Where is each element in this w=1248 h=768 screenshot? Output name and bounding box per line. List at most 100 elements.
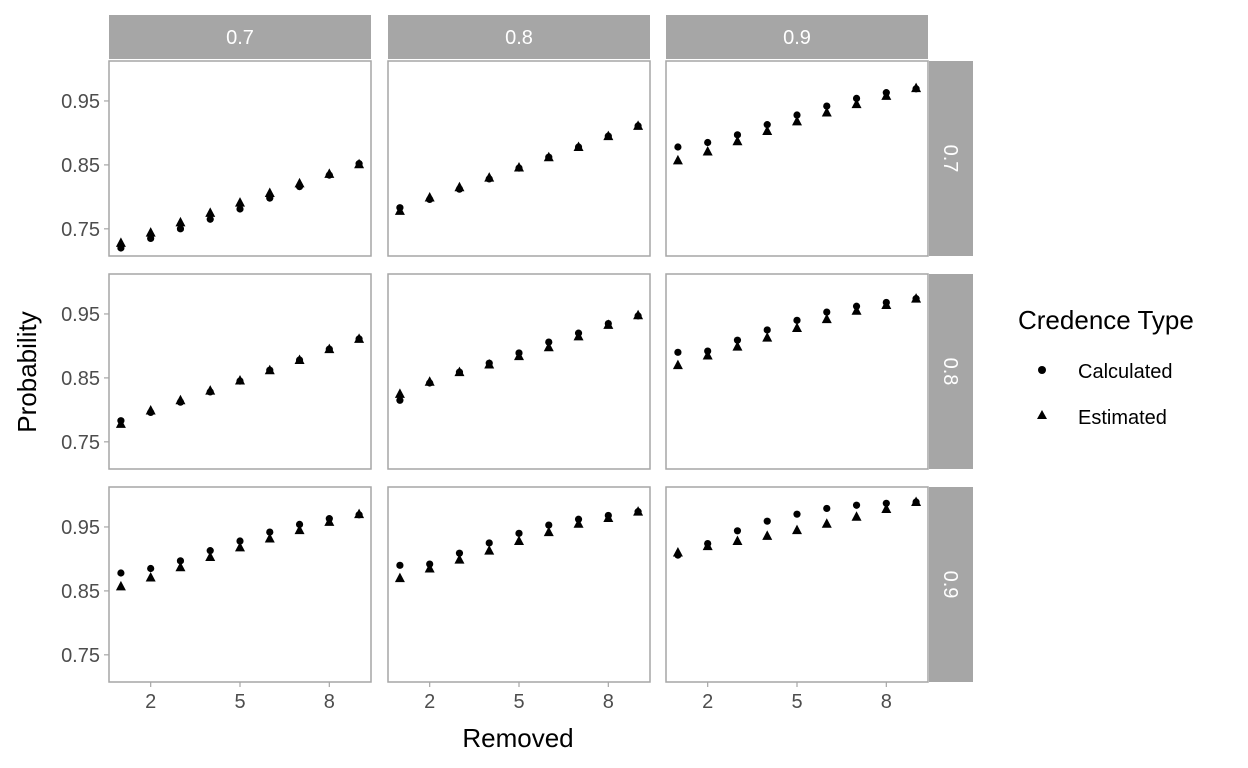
strip-right-2 [929, 487, 973, 682]
y-tick-label: 0.85 [61, 581, 100, 603]
point-estimated [672, 154, 683, 165]
point-calculated [266, 528, 274, 536]
point-estimated [264, 532, 275, 543]
y-axis: 0.75 0.85 0.95 0.75 0.85 0.95 0.75 0.85 0.95 [61, 91, 109, 667]
point-estimated [175, 561, 186, 572]
point-calculated [206, 547, 214, 555]
point-estimated [762, 125, 773, 136]
point-calculated [733, 527, 742, 535]
strip-top-label-2: 0.9 [783, 27, 811, 49]
point-calculated [882, 298, 890, 307]
point-calculated [704, 347, 712, 355]
strip-right-label-2: 0.9 [939, 571, 961, 599]
point-calculated [396, 396, 404, 404]
strip-right-0 [929, 61, 973, 256]
y-tick-label: 0.85 [61, 155, 100, 177]
legend: Credence Type Calculated Estimated [1018, 305, 1194, 429]
point-estimated [821, 518, 832, 528]
point-estimated [762, 332, 773, 342]
point-calculated [515, 529, 523, 537]
x-tick-label: 8 [603, 691, 614, 713]
panel-border [387, 60, 651, 257]
strip-top-1 [388, 15, 650, 59]
strip-top-0 [109, 15, 371, 59]
point-estimated [235, 197, 245, 207]
point-estimated [732, 535, 743, 546]
y-tick-label: 0.85 [61, 368, 100, 390]
point-calculated [325, 515, 333, 523]
point-calculated [882, 499, 890, 507]
legend-key-calculated [1038, 366, 1046, 374]
x-tick-label: 8 [324, 691, 335, 713]
point-estimated [484, 545, 495, 555]
point-calculated [763, 121, 771, 129]
y-axis-title: Probability [12, 311, 42, 432]
point-calculated [266, 366, 274, 374]
panel-border [108, 60, 372, 257]
point-estimated [145, 571, 156, 582]
point-calculated [147, 408, 155, 417]
point-calculated [355, 160, 363, 168]
point-calculated [852, 302, 861, 310]
panel-0.7-0.8 [108, 273, 372, 470]
point-estimated [175, 216, 186, 227]
point-estimated [732, 341, 743, 351]
point-calculated [426, 195, 434, 204]
point-calculated [604, 319, 612, 328]
point-estimated [821, 313, 832, 324]
point-calculated [455, 185, 464, 193]
point-calculated [733, 131, 742, 139]
point-calculated [674, 551, 682, 559]
point-estimated [115, 237, 126, 247]
x-tick-label: 8 [881, 691, 892, 713]
point-calculated [117, 417, 125, 425]
facet-strips: 0.7 0.8 0.9 0.7 0.8 0.9 [109, 15, 973, 682]
point-estimated [205, 207, 216, 217]
strip-top-label-1: 0.8 [505, 27, 533, 49]
point-calculated [396, 204, 404, 212]
x-tick-label: 5 [234, 691, 245, 713]
point-calculated [912, 498, 920, 506]
panel-0.7-0.9 [108, 486, 372, 683]
point-calculated [485, 539, 493, 547]
point-estimated [543, 341, 554, 352]
strip-right-label-0: 0.7 [939, 145, 961, 173]
point-calculated [763, 517, 771, 525]
panel-0.8-0.8 [387, 273, 651, 470]
point-calculated [176, 398, 185, 406]
point-calculated [485, 359, 493, 367]
point-calculated [574, 329, 583, 337]
x-tick-label: 2 [424, 691, 435, 713]
point-estimated [394, 572, 405, 583]
point-calculated [823, 308, 831, 316]
point-calculated [793, 316, 801, 324]
legend-label-estimated: Estimated [1078, 407, 1167, 429]
y-tick-label: 0.95 [61, 517, 100, 539]
point-calculated [634, 312, 642, 320]
x-axis-title: Removed [462, 723, 573, 753]
point-calculated [823, 102, 831, 110]
point-estimated [294, 524, 305, 535]
point-calculated [674, 348, 682, 356]
point-calculated [325, 345, 333, 353]
point-estimated [732, 135, 743, 146]
point-estimated [115, 580, 126, 591]
legend-title: Credence Type [1018, 305, 1194, 335]
strip-right-1 [929, 274, 973, 469]
point-calculated [117, 569, 125, 577]
point-calculated [704, 539, 712, 548]
point-calculated [485, 175, 493, 183]
point-estimated [702, 145, 713, 156]
point-calculated [176, 557, 185, 565]
point-estimated [762, 530, 773, 540]
point-estimated [543, 526, 554, 537]
panel-0.7-0.7 [108, 60, 372, 257]
legend-label-calculated: Calculated [1078, 361, 1173, 383]
point-calculated [852, 501, 861, 509]
point-calculated [823, 504, 831, 513]
point-estimated [792, 322, 802, 333]
panel-0.8-0.9 [387, 486, 651, 683]
point-calculated [426, 560, 434, 568]
y-tick-label: 0.95 [61, 304, 100, 326]
